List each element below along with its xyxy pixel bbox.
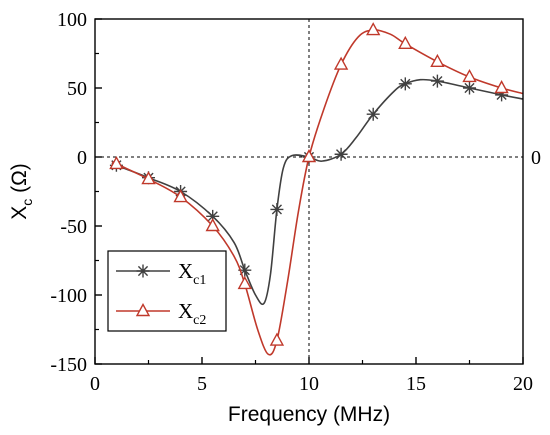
axes: 0 5 10 15 20 -150 -100 -50 0 50 100 Frequency (MHz)… bbox=[8, 9, 533, 426]
data-point-c1-9 bbox=[398, 77, 412, 91]
data-point-c2-8 bbox=[366, 22, 381, 36]
legend-label-sub: c2 bbox=[193, 313, 206, 328]
data-point-c1-5 bbox=[270, 202, 284, 216]
data-point-c2-5 bbox=[269, 332, 285, 346]
x-tick-label: 0 bbox=[90, 373, 100, 395]
x-tick-label: 5 bbox=[197, 373, 207, 395]
x-axis-title: Frequency (MHz) bbox=[228, 403, 390, 426]
data-point-c2-1 bbox=[141, 171, 156, 185]
legend-label-main: X bbox=[178, 259, 193, 283]
legend-label: Xc2 bbox=[178, 299, 206, 328]
data-point-c2-0 bbox=[109, 155, 124, 170]
legend-box bbox=[107, 250, 227, 332]
data-point-c2-7 bbox=[333, 56, 349, 70]
y-axis-title-unit: (Ω) bbox=[8, 163, 31, 199]
data-point-c2-2 bbox=[173, 189, 188, 203]
data-point-c2-9 bbox=[398, 35, 413, 50]
series-c2 bbox=[109, 22, 524, 356]
legend-label-sub: c1 bbox=[193, 273, 206, 288]
y-axis-title: Xc (Ω) bbox=[8, 163, 35, 220]
legend-label-main: X bbox=[178, 299, 193, 323]
data-point-c1-7 bbox=[334, 147, 348, 161]
data-point-c1-12 bbox=[495, 88, 509, 102]
data-point-c2-11 bbox=[462, 68, 477, 83]
legend-swatch-marker bbox=[136, 264, 150, 278]
y-axis-title-sub: c bbox=[19, 199, 35, 206]
y-tick-label: -150 bbox=[50, 354, 87, 376]
data-point-c2-4 bbox=[237, 275, 252, 290]
series-line-c2 bbox=[111, 29, 524, 356]
data-point-c2-3 bbox=[205, 218, 220, 232]
y-tick-label: -100 bbox=[50, 285, 87, 307]
y-tick-label: 50 bbox=[67, 78, 87, 100]
data-point-c1-8 bbox=[366, 107, 380, 121]
x-tick-label: 20 bbox=[513, 373, 533, 395]
data-point-c1-3 bbox=[206, 209, 220, 223]
x-tick-label: 15 bbox=[406, 373, 426, 395]
legend-item-c1: Xc1 bbox=[116, 259, 206, 288]
data-point-c2-12 bbox=[494, 80, 509, 94]
data-point-c1-10 bbox=[430, 74, 444, 88]
y-tick-label: -50 bbox=[60, 216, 87, 238]
series-layer bbox=[109, 22, 524, 356]
reference-lines: 0 bbox=[95, 19, 541, 364]
y-tick-label: 0 bbox=[77, 147, 87, 169]
data-point-c1-11 bbox=[463, 81, 476, 95]
zero-reference-label: 0 bbox=[531, 147, 541, 169]
data-point-c2-10 bbox=[430, 53, 445, 67]
y-tick-label: 100 bbox=[57, 9, 87, 31]
data-point-c1-4 bbox=[238, 263, 252, 277]
legend-label: Xc1 bbox=[178, 259, 206, 288]
y-axis-title-main: X bbox=[8, 206, 31, 220]
legend-swatch-marker bbox=[135, 303, 151, 317]
legend-item-c2: Xc2 bbox=[116, 299, 206, 328]
x-tick-label: 10 bbox=[299, 373, 319, 395]
data-point-c2-6 bbox=[301, 149, 317, 163]
